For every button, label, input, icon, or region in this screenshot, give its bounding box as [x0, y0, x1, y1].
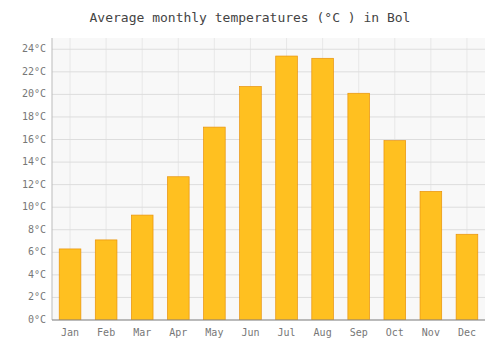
y-tick-label: 24°C: [22, 43, 46, 54]
x-tick-label: May: [205, 327, 223, 338]
y-tick-label: 8°C: [28, 224, 46, 235]
y-grid-line: [52, 94, 485, 95]
y-tick-label: 16°C: [22, 134, 46, 145]
y-tick-label: 0°C: [28, 314, 46, 325]
x-tick-label: Nov: [422, 327, 440, 338]
bar: [59, 249, 81, 320]
grid: [52, 38, 485, 320]
y-tick-label: 10°C: [22, 201, 46, 212]
y-tick-label: 22°C: [22, 66, 46, 77]
x-tick-label: Dec: [458, 327, 476, 338]
x-tick-label: Sep: [350, 327, 368, 338]
y-tick-label: 12°C: [22, 179, 46, 190]
y-grid-line: [52, 116, 485, 117]
y-tick-label: 6°C: [28, 246, 46, 257]
y-tick-label: 4°C: [28, 269, 46, 280]
y-grid-line: [52, 139, 485, 140]
chart: 0°C 2°C 4°C 6°C 8°C 10°C 12°C 14°C 16°C 18°C 20°C 2…: [0, 0, 500, 350]
x-axis-line: [52, 320, 485, 321]
y-tick-label: 14°C: [22, 156, 46, 167]
x-tick-label: Oct: [386, 327, 404, 338]
bar: [456, 234, 478, 320]
x-tick-label: Aug: [314, 327, 332, 338]
x-tick-label: Feb: [97, 327, 115, 338]
bar: [204, 127, 226, 320]
title: Average monthly temperatures (°C ) in Bo…: [90, 10, 411, 25]
bar: [312, 58, 334, 320]
x-tick-label: Jun: [241, 327, 259, 338]
x-tick-label: Mar: [133, 327, 151, 338]
y-grid-line: [52, 184, 485, 185]
y-tick-labels: 0°C 2°C 4°C 6°C 8°C 10°C 12°C 14°C 16°C 18°C 20°C 2…: [22, 43, 46, 325]
bar: [420, 191, 442, 320]
bar: [348, 93, 370, 320]
bar: [384, 141, 406, 320]
y-grid-line: [52, 71, 485, 72]
y-tick-label: 20°C: [22, 88, 46, 99]
plot-background: [52, 38, 485, 320]
y-tick-label: 18°C: [22, 111, 46, 122]
bar: [276, 56, 298, 320]
x-tick-label: Jan: [61, 327, 79, 338]
y-grid-line: [52, 320, 485, 321]
bar: [131, 215, 153, 320]
bar: [240, 87, 262, 320]
y-grid-line: [52, 49, 485, 50]
y-axis-line: [52, 38, 53, 320]
x-tick-labels: Jan Feb Mar Apr May Jun Jul Aug Sep Oct Nov Dec: [61, 327, 476, 338]
bar: [95, 240, 117, 320]
y-tick-label: 2°C: [28, 291, 46, 302]
x-tick-label: Jul: [278, 327, 296, 338]
bars: [59, 56, 478, 320]
bar: [167, 177, 189, 320]
x-tick-label: Apr: [169, 327, 187, 338]
y-grid-line: [52, 162, 485, 163]
